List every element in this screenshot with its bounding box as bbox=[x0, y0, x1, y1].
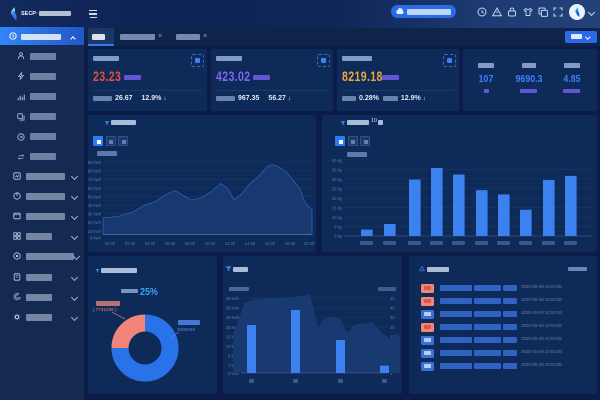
svg-text:50 kwh: 50 kwh bbox=[88, 194, 102, 199]
svg-text:10 kwh: 10 kwh bbox=[88, 229, 102, 234]
svg-text:80 kwh: 80 kwh bbox=[88, 169, 102, 174]
svg-text:16:00: 16:00 bbox=[265, 241, 276, 246]
svg-text:0 kwh: 0 kwh bbox=[228, 371, 240, 376]
svg-text:15 kg: 15 kg bbox=[332, 206, 343, 211]
svg-text:06:00: 06:00 bbox=[165, 241, 176, 246]
svg-text:02:00: 02:00 bbox=[125, 241, 136, 246]
svg-text:00:00: 00:00 bbox=[105, 241, 116, 246]
svg-text:0 kg: 0 kg bbox=[334, 234, 343, 239]
svg-text:20:00: 20:00 bbox=[304, 241, 315, 246]
svg-text:10 kg: 10 kg bbox=[332, 215, 343, 220]
svg-text:45: 45 bbox=[390, 296, 395, 301]
svg-text:35 kg: 35 kg bbox=[332, 168, 343, 173]
svg-text:0: 0 bbox=[390, 371, 393, 376]
svg-text:40: 40 bbox=[390, 306, 395, 311]
svg-text:14:00: 14:00 bbox=[245, 241, 256, 246]
svg-text:5 kg: 5 kg bbox=[334, 225, 343, 230]
svg-text:60 kwh: 60 kwh bbox=[88, 186, 102, 191]
svg-text:40 kg: 40 kg bbox=[332, 158, 343, 163]
svg-text:70 kwh: 70 kwh bbox=[88, 177, 102, 182]
svg-text:30 kg: 30 kg bbox=[332, 177, 343, 182]
svg-text:30 kwh: 30 kwh bbox=[88, 212, 102, 217]
svg-text:25 kg: 25 kg bbox=[332, 187, 343, 192]
svg-text:20 kwh: 20 kwh bbox=[88, 220, 102, 225]
svg-text:18:00: 18:00 bbox=[285, 241, 296, 246]
svg-text:40 kwh: 40 kwh bbox=[88, 203, 102, 208]
svg-text:25 kwh: 25 kwh bbox=[226, 315, 240, 320]
svg-text:08:00: 08:00 bbox=[185, 241, 196, 246]
svg-text:90 kwh: 90 kwh bbox=[88, 160, 102, 165]
svg-text:10:00: 10:00 bbox=[205, 241, 216, 246]
svg-text:20 kg: 20 kg bbox=[332, 196, 343, 201]
svg-text:35: 35 bbox=[390, 315, 395, 320]
svg-text:30: 30 bbox=[390, 325, 395, 330]
svg-text:35 kwh: 35 kwh bbox=[226, 296, 240, 301]
svg-text:0 kwh: 0 kwh bbox=[90, 236, 102, 241]
svg-text:20 kwh: 20 kwh bbox=[226, 325, 240, 330]
svg-text:15 kwh: 15 kwh bbox=[226, 334, 240, 339]
svg-text:10 kwh: 10 kwh bbox=[226, 344, 240, 349]
svg-text:30 kwh: 30 kwh bbox=[226, 306, 240, 311]
svg-text:04:00: 04:00 bbox=[145, 241, 156, 246]
svg-text:12:00: 12:00 bbox=[225, 241, 236, 246]
